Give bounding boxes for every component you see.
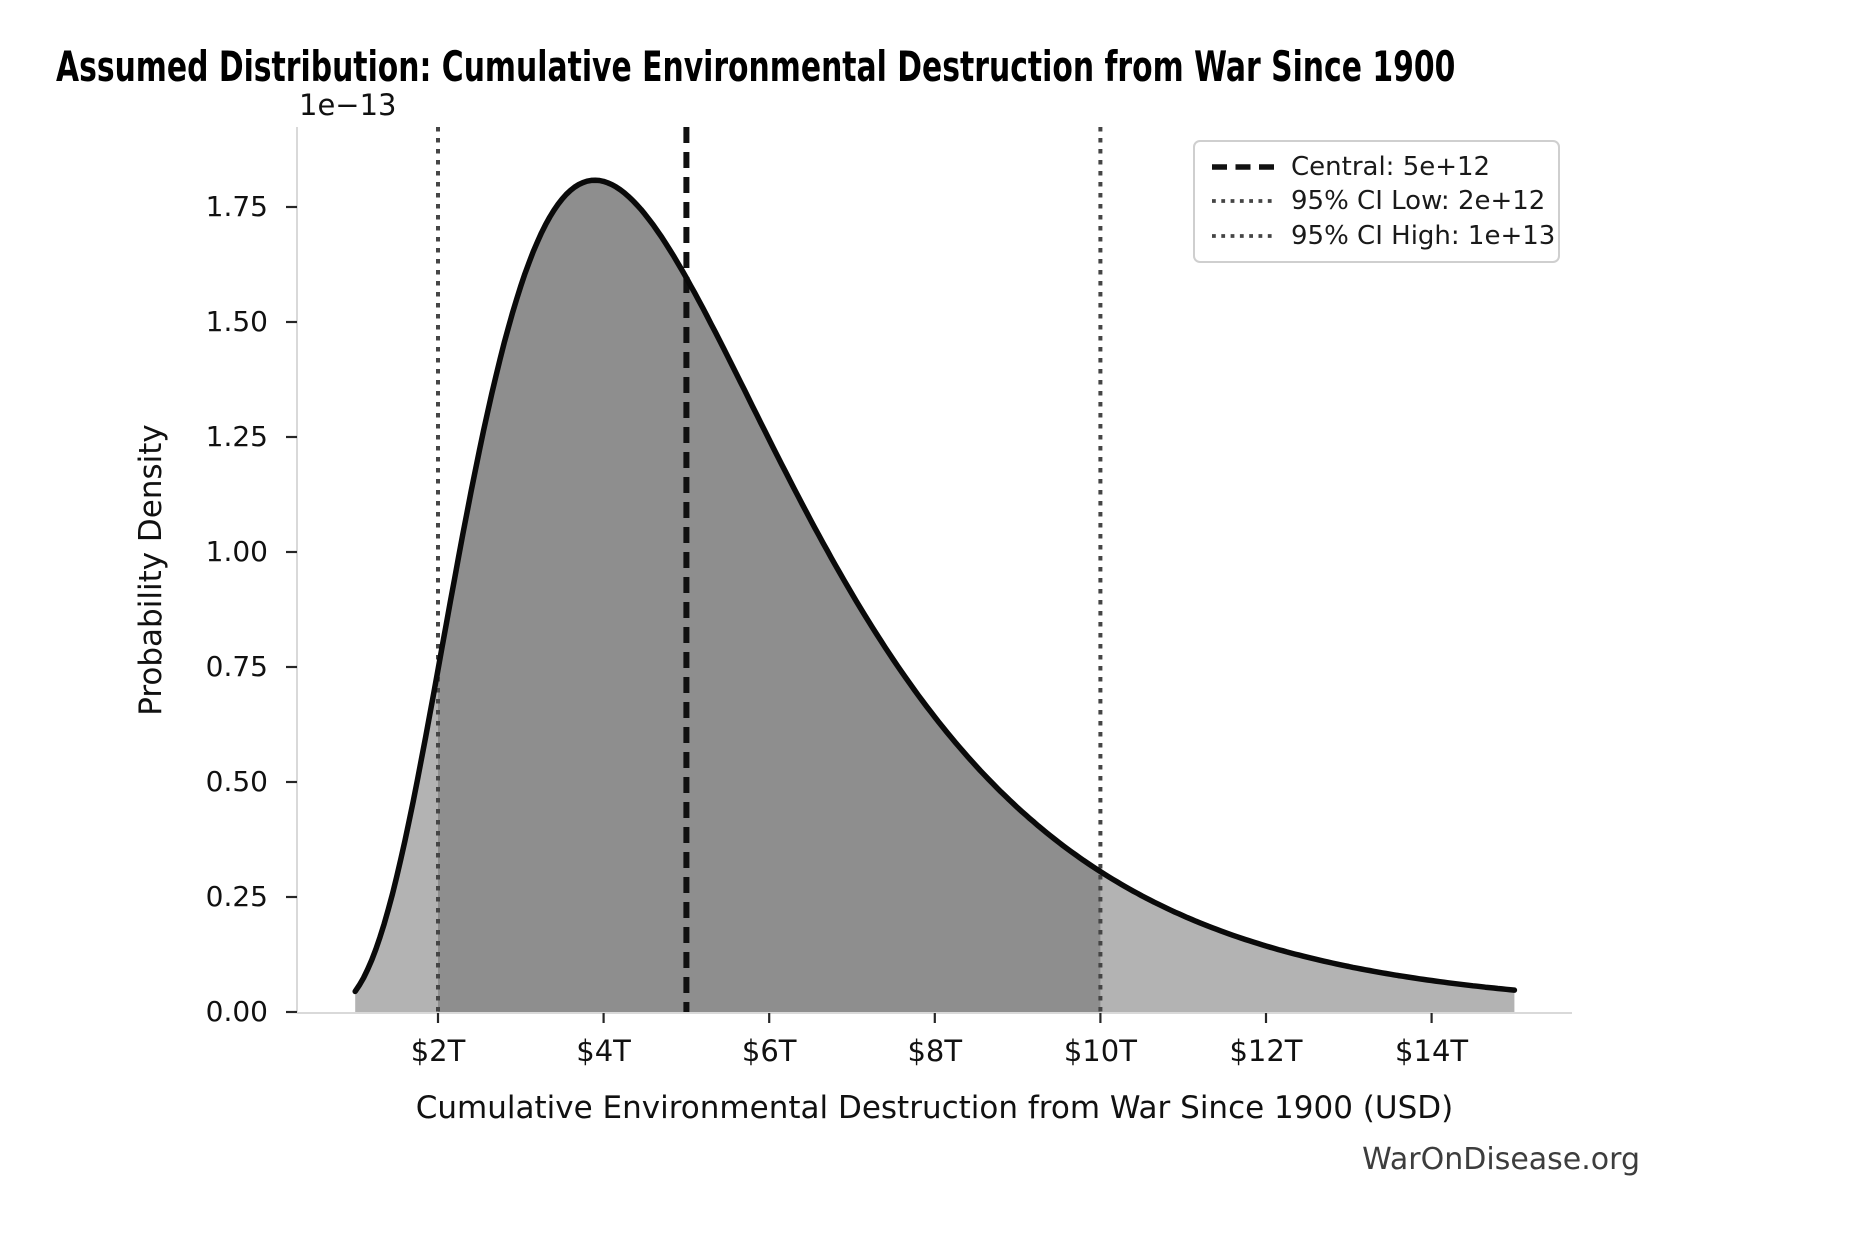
x-tick-label: $2T — [410, 1034, 466, 1068]
y-tick-label: 1.00 — [205, 535, 268, 568]
legend: Central: 5e+12 95% CI Low: 2e+12 95% CI … — [1193, 140, 1560, 263]
x-axis-label: Cumulative Environmental Destruction fro… — [415, 1090, 1454, 1126]
legend-item-label: Central: 5e+12 — [1291, 152, 1491, 183]
chart-title: Assumed Distribution: Cumulative Environ… — [56, 42, 1456, 91]
x-tick-label: $6T — [741, 1034, 797, 1068]
legend-item-label: 95% CI High: 1e+13 — [1291, 220, 1556, 251]
legend-item: 95% CI High: 1e+13 — [1195, 219, 1558, 253]
y-tick-label: 0.25 — [205, 880, 268, 913]
density-curve — [352, 177, 1518, 995]
legend-dashed-sample-icon — [1212, 164, 1274, 170]
ci-fill-inner — [438, 180, 1101, 1012]
y-tick-label: 0.75 — [205, 650, 268, 683]
y-axis-label: Probability Density — [133, 424, 169, 716]
y-tick-label: 1.75 — [205, 190, 268, 223]
y-scale-offset-label: 1e−13 — [299, 88, 397, 122]
x-tick-label: $4T — [576, 1034, 631, 1068]
x-tick-label: $10T — [1063, 1034, 1137, 1068]
watermark-text: WarOnDisease.org — [1362, 1142, 1640, 1177]
y-tick-label: 0.00 — [205, 995, 268, 1028]
y-tick-label: 1.25 — [205, 420, 268, 453]
x-tick-label: $8T — [907, 1034, 963, 1068]
legend-dotted-sample-icon — [1212, 199, 1274, 204]
legend-item-label: 95% CI Low: 2e+12 — [1291, 186, 1546, 217]
y-tick-label: 0.50 — [205, 765, 268, 798]
legend-dotted-sample-icon — [1212, 233, 1274, 238]
legend-item: 95% CI Low: 2e+12 — [1195, 184, 1558, 218]
legend-item: Central: 5e+12 — [1195, 150, 1558, 184]
x-tick-label: $14T — [1395, 1034, 1469, 1068]
x-tick-label: $12T — [1229, 1034, 1303, 1068]
y-tick-label: 1.50 — [205, 305, 268, 338]
